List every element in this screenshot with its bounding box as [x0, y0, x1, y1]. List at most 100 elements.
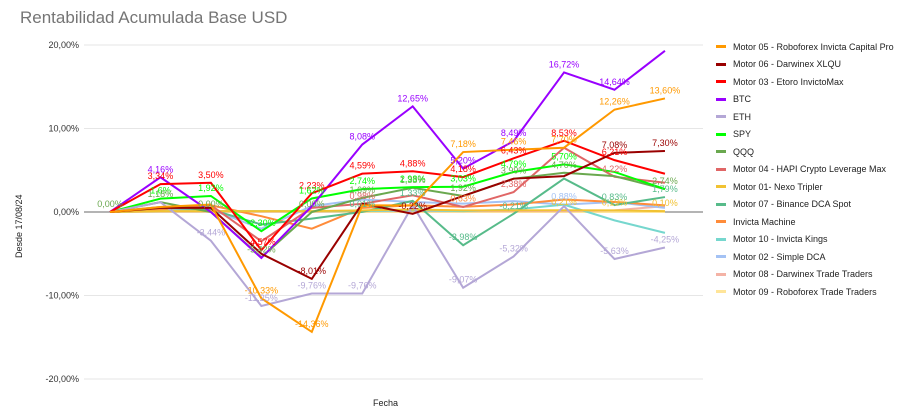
legend-swatch-icon [716, 62, 726, 66]
data-point-label: 7,18% [450, 139, 476, 149]
data-point-label: 3,50% [198, 170, 224, 180]
legend-item[interactable]: Motor 04 - HAPI Crypto Leverage Max [716, 161, 894, 179]
y-tick-label: 10,00% [48, 124, 79, 134]
y-tick-label: 20,00% [48, 40, 79, 50]
data-point-label: 1,69% [349, 185, 375, 195]
legend-swatch-icon [716, 202, 726, 206]
data-point-label: 1,18% [148, 189, 174, 199]
data-point-label: -0,21% [499, 201, 528, 211]
data-point-label: 0,00% [97, 199, 123, 209]
legend-item[interactable]: Motor 10 - Invicta Kings [716, 231, 894, 249]
data-point-label: 0,21% [551, 197, 577, 207]
data-point-label: 2,98% [400, 174, 426, 184]
data-point-label: 0,19% [602, 197, 628, 207]
data-point-label: 1,62% [299, 185, 325, 195]
data-point-label: 0,88% [551, 192, 577, 202]
data-point-label: 1,33% [400, 188, 426, 198]
legend-label: BTC [733, 94, 751, 105]
legend-item[interactable]: Motor 09 - Roboforex Trade Traders [716, 283, 894, 301]
legend-label: Invicta Machine [733, 216, 796, 227]
legend-label: Motor 03 - Etoro InvictoMax [733, 76, 844, 87]
data-point-label: -5,63% [600, 246, 629, 256]
legend-swatch-icon [716, 150, 726, 154]
series-line[interactable] [109, 50, 666, 260]
series-line[interactable] [109, 177, 666, 247]
data-point-label: 5,70% [551, 151, 577, 161]
legend-item[interactable]: Motor 03 - Etoro InvictoMax [716, 73, 894, 91]
data-point-label: 16,72% [549, 59, 580, 69]
data-point-label: 0,10% [652, 198, 678, 208]
data-labels: -10,33% -14,36% 7,18% 7,46% 7,70% 12,26% 13,60… [97, 59, 680, 329]
data-point-label: -3,98% [449, 232, 478, 242]
data-point-label: 0,63% [450, 194, 476, 204]
legend-label: Motor 04 - HAPI Crypto Leverage Max [733, 164, 887, 175]
data-point-label: 2,74% [349, 176, 375, 186]
data-point-label: -14,36% [295, 319, 329, 329]
legend-item[interactable]: QQQ [716, 143, 894, 161]
legend-label: Motor 05 - Roboforex Invicta Capital Pro [733, 41, 894, 52]
data-point-label: 4,22% [602, 164, 628, 174]
data-point-label: 4,59% [349, 161, 375, 171]
data-point-label: -9,07% [449, 275, 478, 285]
data-point-label: 3,34% [148, 171, 174, 181]
data-point-label: 0,83% [602, 192, 628, 202]
data-point-label: 0,01% [349, 199, 375, 209]
legend-item[interactable]: ETH [716, 108, 894, 126]
legend-label: QQQ [733, 146, 755, 157]
legend-swatch-icon [716, 185, 726, 189]
legend-swatch-icon [716, 290, 726, 294]
data-point-label: 2,38% [501, 179, 527, 189]
legend-item[interactable]: BTC [716, 91, 894, 109]
series-lines [109, 50, 666, 334]
legend-label: Motor 08 - Darwinex Trade Traders [733, 269, 873, 280]
data-point-label: 8,08% [349, 132, 375, 142]
data-point-label: 7,08% [602, 140, 628, 150]
legend-item[interactable]: SPY [716, 126, 894, 144]
data-point-label: 1,33% [400, 175, 426, 185]
data-point-label: 6,21% [602, 147, 628, 157]
legend-item[interactable]: Motor 07 - Binance DCA Spot [716, 196, 894, 214]
legend-item[interactable]: Motor 01- Nexo Tripler [716, 178, 894, 196]
legend-item[interactable]: Invicta Machine [716, 213, 894, 231]
data-point-label: 1,92% [450, 183, 476, 193]
y-tick-label: -20,00% [45, 374, 79, 384]
data-point-label: 14,64% [599, 77, 630, 87]
series-line[interactable] [109, 150, 665, 281]
legend-item[interactable]: Motor 02 - Simple DCA [716, 248, 894, 266]
data-point-label: 0,98% [349, 191, 375, 201]
data-point-label: 1,79% [652, 184, 678, 194]
legend-item[interactable]: Motor 06 - Darwinex XLQU [716, 56, 894, 74]
data-point-label: 4,18% [450, 164, 476, 174]
data-point-label: -5,32% [499, 243, 528, 253]
series-line[interactable] [109, 163, 666, 233]
legend-swatch-icon [716, 167, 726, 171]
legend-swatch-icon [716, 97, 726, 101]
legend-swatch-icon [716, 272, 726, 276]
legend-label: Motor 06 - Darwinex XLQU [733, 59, 842, 70]
data-point-label: -9,76% [348, 280, 377, 290]
data-point-label: 1,6% [150, 186, 171, 196]
legend-swatch-icon [716, 237, 726, 241]
series-line[interactable] [109, 201, 666, 308]
data-point-label: 1,92% [198, 183, 224, 193]
legend-label: Motor 09 - Roboforex Trade Traders [733, 286, 877, 297]
legend-item[interactable]: Motor 05 - Roboforex Invicta Capital Pro [716, 38, 894, 56]
x-axis-label: Fecha [373, 398, 399, 408]
data-point-label: -4,57% [247, 237, 276, 247]
series-line[interactable] [109, 97, 666, 334]
legend-label: Motor 01- Nexo Tripler [733, 181, 823, 192]
data-point-label: 3,99% [501, 166, 527, 176]
data-point-label: 4,16% [148, 164, 174, 174]
legend-label: Motor 10 - Invicta Kings [733, 234, 828, 245]
data-point-label: -4,25% [651, 234, 680, 244]
data-point-label: 5,20% [450, 156, 476, 166]
data-point-label: 12,26% [599, 97, 630, 107]
data-point-label: -10,33% [245, 285, 279, 295]
legend-item[interactable]: Motor 08 - Darwinex Trade Traders [716, 266, 894, 284]
series-line[interactable] [109, 139, 666, 252]
legend-swatch-icon [716, 255, 726, 259]
legend-swatch-icon [716, 220, 726, 224]
data-point-label: 7,30% [652, 138, 678, 148]
data-point-label: 4,79% [501, 159, 527, 169]
series-line[interactable] [109, 171, 666, 259]
